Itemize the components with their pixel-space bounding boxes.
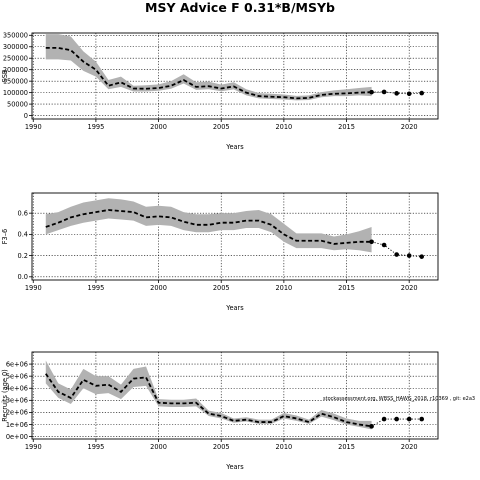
f-forecast-point [381, 242, 387, 248]
ssb-forecast-point [394, 91, 399, 96]
f-x-tick-label: 2010 [275, 284, 292, 292]
f-x-tick-label: 1995 [88, 284, 105, 292]
f-y-tick-label: 0.2 [18, 252, 29, 260]
ssb-y-tick-label: 150000 [3, 77, 28, 85]
rec-x-tick-label: 2020 [401, 443, 418, 451]
f-y-tick-label: 0.6 [18, 209, 29, 217]
f-y-tick-label: 0.4 [18, 231, 29, 239]
ssb-y-tick-label: 250000 [3, 55, 28, 63]
rec-x-axis-label: Years [225, 463, 244, 471]
ssb-y-tick-label: 0 [24, 112, 28, 120]
f-estimate-line [45, 209, 372, 245]
ssb-y-tick-label: 200000 [3, 66, 28, 74]
f-x-tick-label: 2000 [150, 284, 167, 292]
f-forecast-point [369, 239, 374, 245]
ssb-forecast-point [369, 89, 374, 95]
rec-forecast-point [406, 416, 412, 422]
rec-y-axis-label: Recruits (age 0) [1, 369, 9, 422]
f-forecast-line [371, 241, 422, 258]
rec-x-tick-label: 2015 [338, 443, 355, 451]
rec-x-tick-label: 1995 [88, 443, 105, 451]
f-x-tick-label: 1990 [25, 284, 42, 292]
ssb-x-tick-label: 2005 [213, 123, 230, 131]
ssb-y-tick-label: 350000 [3, 32, 28, 40]
ssb-confidence-band [45, 34, 372, 101]
ssb-forecast-point [406, 91, 412, 97]
f-x-axis-label: Years [225, 304, 244, 312]
ssb-x-tick-label: 2020 [401, 123, 418, 131]
f-forecast-point [419, 254, 425, 259]
f-x-tick-label: 2020 [401, 284, 418, 292]
ssb-x-tick-label: 2000 [150, 123, 167, 131]
rec-y-tick-label: 0e+00 [6, 433, 28, 441]
ssb-estimate-line [45, 47, 372, 100]
rec-y-tick-label: 2e+06 [6, 409, 28, 417]
ssb-y-tick-label: 300000 [3, 43, 28, 51]
rec-y-tick-label: 6e+06 [6, 360, 28, 368]
rec-x-tick-label: 2000 [150, 443, 167, 451]
rec-forecast-point [419, 416, 425, 422]
ssb-y-tick-label: 100000 [3, 89, 28, 97]
f-forecast-point [394, 252, 399, 257]
figure-title: MSY Advice F 0.31*B/MSYb [145, 0, 335, 15]
recruitment-panel: 1990 1995 2000 2005 2010 2015 2020 0e+00 1e+06 2e… [1, 351, 475, 471]
ssb-x-tick-label: 2015 [338, 123, 355, 131]
f-y-tick-label: 0.0 [18, 273, 29, 281]
f-x-tick-label: 2005 [213, 284, 230, 292]
rec-y-tick-label: 5e+06 [6, 372, 28, 380]
rec-forecast-point [394, 416, 399, 422]
rec-y-tick-label: 4e+06 [6, 385, 28, 393]
f-x-tick-label: 2015 [338, 284, 355, 292]
rec-forecast-point [381, 416, 387, 422]
rec-estimate-line [45, 373, 372, 428]
rec-annotation: stockassessment.org, WBSS_HAWG_2018, r10… [323, 396, 475, 402]
rec-x-tick-label: 2010 [275, 443, 292, 451]
f-axes-frame [31, 192, 439, 281]
ssb-forecast-point [381, 89, 387, 95]
ssb-x-tick-label: 1995 [88, 123, 105, 131]
f-y-axis-label: F3–6 [1, 229, 9, 244]
ssb-axes-frame [31, 32, 439, 120]
rec-confidence-band [45, 360, 372, 430]
rec-axes-frame [31, 351, 439, 440]
ssb-forecast-point [419, 90, 425, 96]
rec-forecast-point [369, 424, 374, 429]
ssb-y-axis-label: SSB [1, 69, 9, 82]
f-forecast-point [406, 253, 412, 258]
ssb-x-tick-label: 2010 [275, 123, 292, 131]
ssb-x-axis-label: Years [225, 143, 244, 151]
ssb-y-tick-label: 50000 [7, 100, 28, 108]
fishing-mortality-panel: 1990 1995 2000 2005 2010 2015 2020 0.0 0.2 0.4 0.6… [1, 192, 439, 312]
rec-y-tick-label: 1e+06 [6, 421, 28, 429]
rec-y-tick-label: 3e+06 [6, 397, 28, 405]
f-confidence-band [45, 198, 372, 253]
ssb-panel: 1990 1995 2000 2005 2010 2015 2020 0 50000 100000… [1, 32, 439, 151]
rec-x-tick-label: 2005 [213, 443, 230, 451]
rec-x-tick-label: 1990 [25, 443, 42, 451]
ssb-x-tick-label: 1990 [25, 123, 42, 131]
